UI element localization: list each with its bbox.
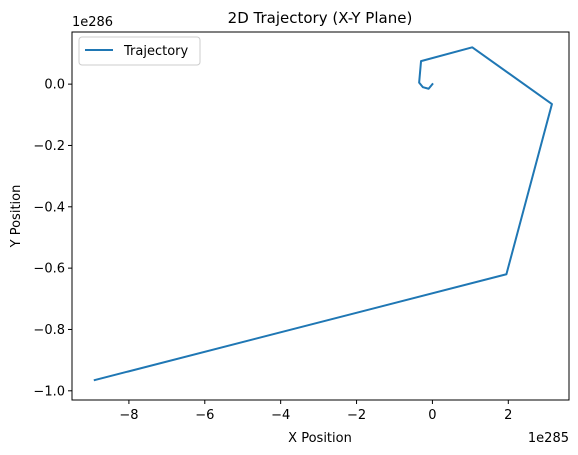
y-axis-label: Y Position xyxy=(9,185,24,249)
series-layer xyxy=(93,46,553,382)
chart-title: 2D Trajectory (X-Y Plane) xyxy=(228,9,413,27)
x-axis-ticks: −8 −6 −4 −2 0 2 xyxy=(119,400,512,423)
x-tick-label: −4 xyxy=(271,408,290,423)
x-tick-label: −2 xyxy=(347,408,366,423)
y-tick-label: −0.8 xyxy=(33,323,65,338)
legend-box xyxy=(78,36,201,66)
y-tick-label: −1.0 xyxy=(33,384,65,399)
trajectory-line xyxy=(93,46,553,382)
y-tick-label: −0.2 xyxy=(33,139,65,154)
x-tick-label: 0 xyxy=(428,408,436,423)
legend-label: Trajectory xyxy=(123,44,188,59)
x-axis-offset-label: 1e285 xyxy=(528,431,569,446)
y-axis-ticks: 0.0 −0.2 −0.4 −0.6 −0.8 −1.0 xyxy=(33,78,72,399)
legend: Trajectory xyxy=(78,36,201,66)
x-tick-label: −6 xyxy=(195,408,214,423)
y-tick-label: 0.0 xyxy=(44,78,65,93)
y-tick-label: −0.4 xyxy=(33,200,65,215)
x-tick-label: 2 xyxy=(504,408,512,423)
y-axis-offset-label: 1e286 xyxy=(72,15,113,30)
y-tick-label: −0.6 xyxy=(33,262,65,277)
x-axis-label: X Position xyxy=(288,431,352,446)
x-tick-label: −8 xyxy=(119,408,138,423)
plot-area xyxy=(71,31,570,401)
